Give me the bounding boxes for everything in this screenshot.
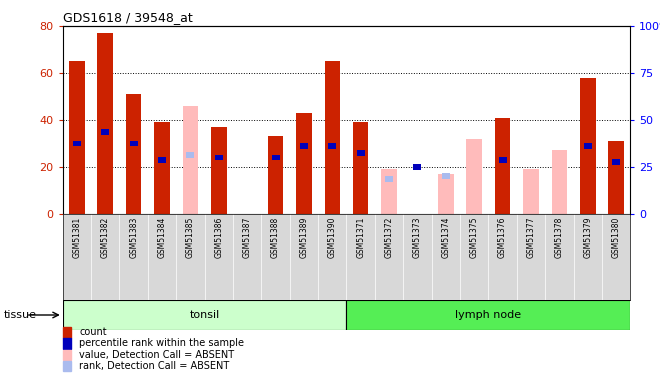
- Bar: [101, 129, 110, 135]
- Text: GSM51385: GSM51385: [186, 216, 195, 258]
- Bar: [356, 150, 365, 156]
- Text: GSM51387: GSM51387: [243, 216, 251, 258]
- Bar: [328, 143, 337, 149]
- Bar: [580, 78, 595, 214]
- Bar: [498, 157, 507, 163]
- Bar: [353, 122, 368, 214]
- Bar: [609, 141, 624, 214]
- Bar: [612, 159, 620, 165]
- Text: GSM51381: GSM51381: [73, 216, 81, 258]
- Text: GSM51389: GSM51389: [300, 216, 308, 258]
- Bar: [129, 141, 138, 146]
- Bar: [413, 164, 422, 170]
- Text: GSM51373: GSM51373: [413, 216, 422, 258]
- Text: rank, Detection Call = ABSENT: rank, Detection Call = ABSENT: [79, 361, 230, 371]
- Bar: [583, 143, 592, 149]
- Text: GSM51377: GSM51377: [527, 216, 535, 258]
- Text: GSM51380: GSM51380: [612, 216, 620, 258]
- Bar: [300, 143, 308, 149]
- Bar: [495, 118, 510, 214]
- Bar: [186, 152, 195, 158]
- Text: tissue: tissue: [3, 310, 36, 320]
- Bar: [442, 173, 450, 179]
- Bar: [385, 176, 393, 181]
- Text: GSM51386: GSM51386: [214, 216, 223, 258]
- Text: GSM51388: GSM51388: [271, 216, 280, 258]
- Text: GSM51384: GSM51384: [158, 216, 166, 258]
- Bar: [69, 62, 84, 214]
- Text: GSM51379: GSM51379: [583, 216, 592, 258]
- Bar: [296, 113, 312, 214]
- Bar: [126, 94, 141, 214]
- Text: GSM51383: GSM51383: [129, 216, 138, 258]
- Text: count: count: [79, 327, 107, 337]
- Text: tonsil: tonsil: [189, 310, 220, 320]
- Text: GSM51390: GSM51390: [328, 216, 337, 258]
- Bar: [211, 127, 226, 214]
- Text: GSM51374: GSM51374: [442, 216, 450, 258]
- Bar: [523, 169, 539, 214]
- Bar: [158, 157, 166, 163]
- Text: GSM51375: GSM51375: [470, 216, 478, 258]
- Bar: [346, 300, 630, 330]
- Bar: [154, 122, 170, 214]
- Text: value, Detection Call = ABSENT: value, Detection Call = ABSENT: [79, 350, 234, 360]
- Text: GSM51372: GSM51372: [385, 216, 393, 258]
- Text: lymph node: lymph node: [455, 310, 521, 320]
- Bar: [438, 174, 453, 214]
- Text: GSM51376: GSM51376: [498, 216, 507, 258]
- Bar: [552, 150, 567, 214]
- Text: GSM51382: GSM51382: [101, 216, 110, 258]
- Bar: [73, 141, 81, 146]
- Text: GDS1618 / 39548_at: GDS1618 / 39548_at: [63, 11, 193, 24]
- Bar: [268, 136, 283, 214]
- Bar: [183, 106, 198, 214]
- Bar: [63, 300, 346, 330]
- Text: percentile rank within the sample: percentile rank within the sample: [79, 339, 244, 348]
- Bar: [214, 154, 223, 160]
- Bar: [381, 169, 397, 214]
- Bar: [271, 154, 280, 160]
- Bar: [98, 33, 113, 214]
- Text: GSM51378: GSM51378: [555, 216, 564, 258]
- Bar: [325, 62, 340, 214]
- Text: GSM51371: GSM51371: [356, 216, 365, 258]
- Bar: [467, 139, 482, 214]
